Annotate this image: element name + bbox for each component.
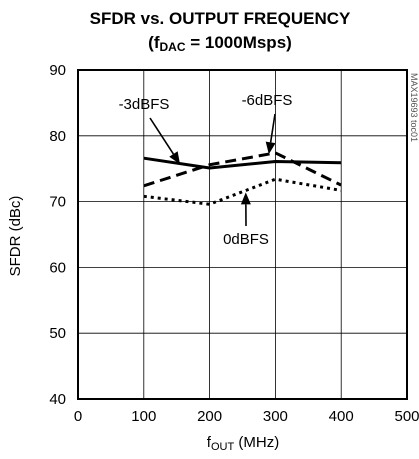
- x-tick-label: 400: [329, 408, 354, 425]
- part-number: MAX19693 toc01: [409, 73, 419, 142]
- series-lines: [143, 151, 342, 206]
- x-tick-label: 300: [263, 408, 288, 425]
- annotation-arrow-head: [240, 192, 251, 205]
- x-axis-label-main: f: [207, 434, 212, 451]
- y-tick-label: 90: [49, 62, 66, 79]
- annotation-arrow-head: [265, 141, 276, 155]
- tick-labels: 0 100 200 300 400 500 40 50 60 70 80 90: [49, 62, 419, 425]
- x-axis-label: fOUT (MHz): [207, 434, 279, 453]
- chart-subtitle: (fDAC = 1000Msps): [148, 33, 292, 54]
- annotation-arrow-shaft: [149, 117, 175, 155]
- annotation-arrow-head: [169, 151, 180, 165]
- chart-subtitle-prefix: (f: [148, 33, 160, 52]
- y-tick-label: 50: [49, 325, 66, 342]
- annotation-label: -3dBFS: [119, 96, 170, 113]
- y-tick-label: 70: [49, 194, 66, 211]
- y-axis-label: SFDR (dBc): [7, 196, 24, 277]
- annotation-label: 0dBFS: [223, 231, 269, 248]
- annotation-arrow-shaft: [269, 113, 276, 143]
- y-tick-label: 80: [49, 128, 66, 145]
- y-tick-label: 60: [49, 259, 66, 276]
- x-tick-label: 100: [131, 408, 156, 425]
- y-tick-label: 40: [49, 391, 66, 408]
- plot-frame: [77, 69, 408, 400]
- chart-subtitle-sub: DAC: [160, 40, 186, 54]
- chart-subtitle-suffix: = 1000Msps): [186, 33, 292, 52]
- series-line-0dbfs: [143, 177, 342, 206]
- grid: [78, 70, 407, 399]
- chart-title: SFDR vs. OUTPUT FREQUENCY: [90, 9, 351, 28]
- x-axis-label-unit: (MHz): [234, 434, 279, 451]
- annotation-label: -6dBFS: [242, 92, 293, 109]
- x-tick-label: 0: [74, 408, 82, 425]
- x-tick-label: 200: [197, 408, 222, 425]
- series-line-6dbfs: [143, 151, 342, 188]
- annotations: -3dBFS -6dBFS 0dBFS: [119, 92, 293, 248]
- x-axis-label-sub: OUT: [211, 441, 235, 453]
- x-tick-label: 500: [394, 408, 419, 425]
- series-line-3dbfs: [143, 156, 342, 170]
